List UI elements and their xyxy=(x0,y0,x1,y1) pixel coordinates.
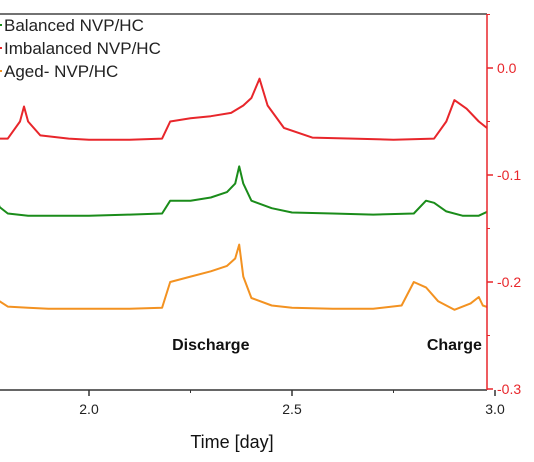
phase-label-discharge: Discharge xyxy=(172,337,249,354)
x-tick-label: 2.5 xyxy=(282,401,302,417)
y-tick-label: -0.1 xyxy=(497,167,521,183)
y-tick-label: -0.3 xyxy=(497,381,521,397)
y-tick-label: 0.0 xyxy=(497,60,517,76)
x-axis: 2.02.53.03.5 xyxy=(0,389,505,417)
series-line-1 xyxy=(0,165,487,217)
legend-label: Imbalanced NVP/HC xyxy=(4,39,161,58)
series-layer xyxy=(0,77,487,311)
x-tick-label: 3.0 xyxy=(485,401,505,417)
legend-label: Balanced NVP/HC xyxy=(4,16,144,35)
legend: Balanced NVP/HC Imbalanced NVP/HC Aged- NV… xyxy=(0,16,161,81)
series-line-2 xyxy=(0,77,487,141)
y-axis-right: 0.0 -0.1 -0.2 -0.3 xyxy=(486,14,521,397)
legend-label: Aged- NVP/HC xyxy=(4,62,118,81)
x-tick-label: 2.0 xyxy=(79,401,99,417)
x-axis-title: Time [day] xyxy=(190,432,273,452)
phase-label-charge: Charge xyxy=(427,337,482,354)
series-line-3 xyxy=(0,243,487,311)
annotations: ChargeDischargeChargeDischarge xyxy=(172,337,482,354)
y-tick-label: -0.2 xyxy=(497,274,521,290)
